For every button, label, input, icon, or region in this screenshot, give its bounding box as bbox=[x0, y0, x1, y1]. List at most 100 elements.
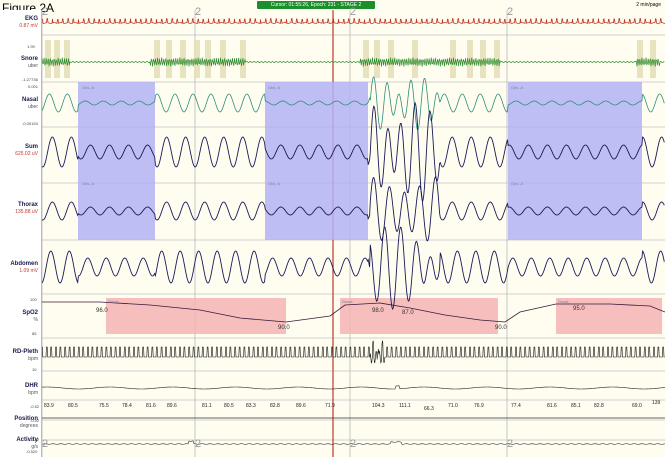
obstructive-apnea-region bbox=[265, 82, 368, 240]
stage-label: 2 bbox=[195, 438, 202, 450]
channel-label-snore[interactable]: Snore uber bbox=[0, 56, 41, 69]
hr-value: 80.5 bbox=[68, 403, 78, 409]
ekg-trace bbox=[41, 18, 665, 24]
trace-layer bbox=[41, 18, 665, 445]
channel-name: Activity bbox=[16, 437, 38, 443]
page-size-indicator[interactable]: 2 min/page bbox=[636, 2, 661, 8]
channel-label-position[interactable]: Position degrees bbox=[0, 416, 41, 429]
snore-event-region bbox=[650, 40, 656, 78]
apnea-event-label: Obs. A bbox=[511, 85, 524, 90]
channel-unit: % bbox=[33, 317, 38, 323]
channel-label-activity[interactable]: Activity g/s bbox=[0, 437, 41, 450]
channel-label-ekg[interactable]: EKG 0.87 mV bbox=[0, 16, 41, 29]
sum-effort-trace bbox=[41, 101, 665, 202]
channel-name: RD-Pleth bbox=[12, 349, 38, 355]
hr-value: 80.5 bbox=[224, 403, 234, 409]
desat-event-label: Desat bbox=[108, 299, 119, 304]
hr-value: 81.6 bbox=[146, 403, 156, 409]
hr-value: 71.9 bbox=[325, 403, 335, 409]
snore-scale-bottom: -1.27736 bbox=[22, 77, 38, 82]
hr-value: 89.6 bbox=[296, 403, 306, 409]
desat-event-label: Desat bbox=[558, 299, 569, 304]
hr-value: 78.4 bbox=[122, 403, 132, 409]
spo2-value: 98.0 bbox=[372, 308, 384, 314]
channel-label-rd-pleth[interactable]: RD-Pleth bpm bbox=[0, 349, 41, 362]
hr-value: 104.3 bbox=[372, 403, 385, 409]
snore-event-region bbox=[480, 40, 486, 78]
channel-label-column: EKG 0.87 mV Snore uber Nasal uber Sum 62… bbox=[0, 10, 42, 457]
spo2-value: 87.0 bbox=[402, 310, 414, 316]
spo2-value: 96.0 bbox=[96, 308, 108, 314]
apnea-event-label: Obs. A bbox=[268, 181, 281, 186]
hr-value: 82.8 bbox=[270, 403, 280, 409]
activity-trace bbox=[41, 440, 665, 445]
hr-value: 83.9 bbox=[44, 403, 54, 409]
channel-name: Snore bbox=[20, 56, 38, 62]
position-scale-top: -0.52 bbox=[30, 404, 40, 409]
obstructive-apnea-region bbox=[508, 82, 642, 240]
channel-name: Position bbox=[14, 416, 38, 422]
hr-value: 111.1 bbox=[399, 403, 411, 409]
snore-event-region bbox=[220, 40, 226, 78]
channel-name: Abdomen bbox=[10, 261, 38, 267]
hr-value: 81.1 bbox=[202, 403, 212, 409]
desat-event-label: Desat bbox=[342, 299, 353, 304]
stage-label: 2 bbox=[350, 438, 357, 450]
nasal-scale-top: 0.001 bbox=[28, 84, 39, 89]
event-shading-layer bbox=[45, 40, 662, 334]
spo2-scale-bottom: 85 bbox=[32, 331, 37, 336]
hr-value: 77.4 bbox=[511, 403, 521, 409]
hr-value: 71.0 bbox=[448, 403, 458, 409]
stage-label: 2 bbox=[42, 6, 49, 18]
channel-name: Nasal bbox=[21, 97, 38, 103]
channel-unit: 0.87 mV bbox=[19, 23, 38, 29]
stage-label: 2 bbox=[195, 6, 202, 18]
hr-value: 75.5 bbox=[99, 403, 109, 409]
nasal-scale-bottom: -0.00153 bbox=[22, 121, 38, 126]
hr-value: 139 bbox=[652, 400, 661, 406]
snore-event-region bbox=[64, 40, 70, 78]
channel-label-nasal[interactable]: Nasal uber bbox=[0, 97, 41, 110]
spo2-value: 90.0 bbox=[278, 325, 290, 331]
hr-value: 82.8 bbox=[594, 403, 604, 409]
pleth-scale-bottom: 10 bbox=[32, 367, 37, 372]
channel-name: DHR bbox=[25, 383, 38, 389]
hr-value: 85.1 bbox=[571, 403, 581, 409]
obstructive-apnea-region bbox=[78, 82, 155, 240]
spo2-trace bbox=[42, 301, 665, 323]
channel-unit: 135.88 uV bbox=[15, 209, 38, 215]
snore-event-region bbox=[194, 40, 200, 78]
channel-label-dhr[interactable]: DHR bpm bbox=[0, 383, 41, 396]
stage-label: 2 bbox=[350, 6, 357, 18]
position-scale-bottom: -0.52 bbox=[30, 418, 40, 423]
channel-unit: degrees bbox=[19, 423, 38, 429]
channel-unit: g/s bbox=[31, 444, 38, 450]
desaturation-region bbox=[340, 298, 498, 334]
desaturation-region bbox=[106, 298, 286, 334]
cursor-status-bar[interactable]: Cursor: 01:55:26, Epoch: 231 - STAGE 2 bbox=[257, 1, 375, 9]
abdomen-effort-trace bbox=[41, 226, 665, 311]
hr-value: 81.6 bbox=[547, 403, 557, 409]
activity-scale-top: -0.52 bbox=[30, 437, 40, 442]
channel-unit: bpm bbox=[28, 390, 38, 396]
snore-event-region bbox=[363, 40, 369, 78]
channel-name: Thorax bbox=[17, 202, 38, 208]
channel-unit: uber bbox=[27, 63, 38, 69]
nasal-airflow-trace bbox=[41, 76, 665, 131]
channel-unit: bpm bbox=[28, 356, 38, 362]
snore-event-region bbox=[205, 40, 211, 78]
spo2-scale-top: 100 bbox=[30, 297, 37, 302]
channel-label-sum[interactable]: Sum 625.02 uV bbox=[0, 144, 41, 157]
snore-scale-top: 1.99 bbox=[27, 44, 35, 49]
desaturation-region bbox=[556, 298, 662, 334]
channel-label-abdomen[interactable]: Abdomen 1.09 mV bbox=[0, 261, 41, 274]
stage-label: 2 bbox=[507, 438, 514, 450]
channel-label-thorax[interactable]: Thorax 135.88 uV bbox=[0, 202, 41, 215]
stage-label: 2 bbox=[42, 438, 49, 450]
apnea-event-label: Obs. A bbox=[82, 181, 95, 186]
channel-label-spo2[interactable]: SpO2 % bbox=[0, 310, 41, 323]
hr-value: 76.9 bbox=[474, 403, 484, 409]
snore-event-region bbox=[494, 40, 500, 78]
spo2-value: 90.0 bbox=[495, 325, 507, 331]
